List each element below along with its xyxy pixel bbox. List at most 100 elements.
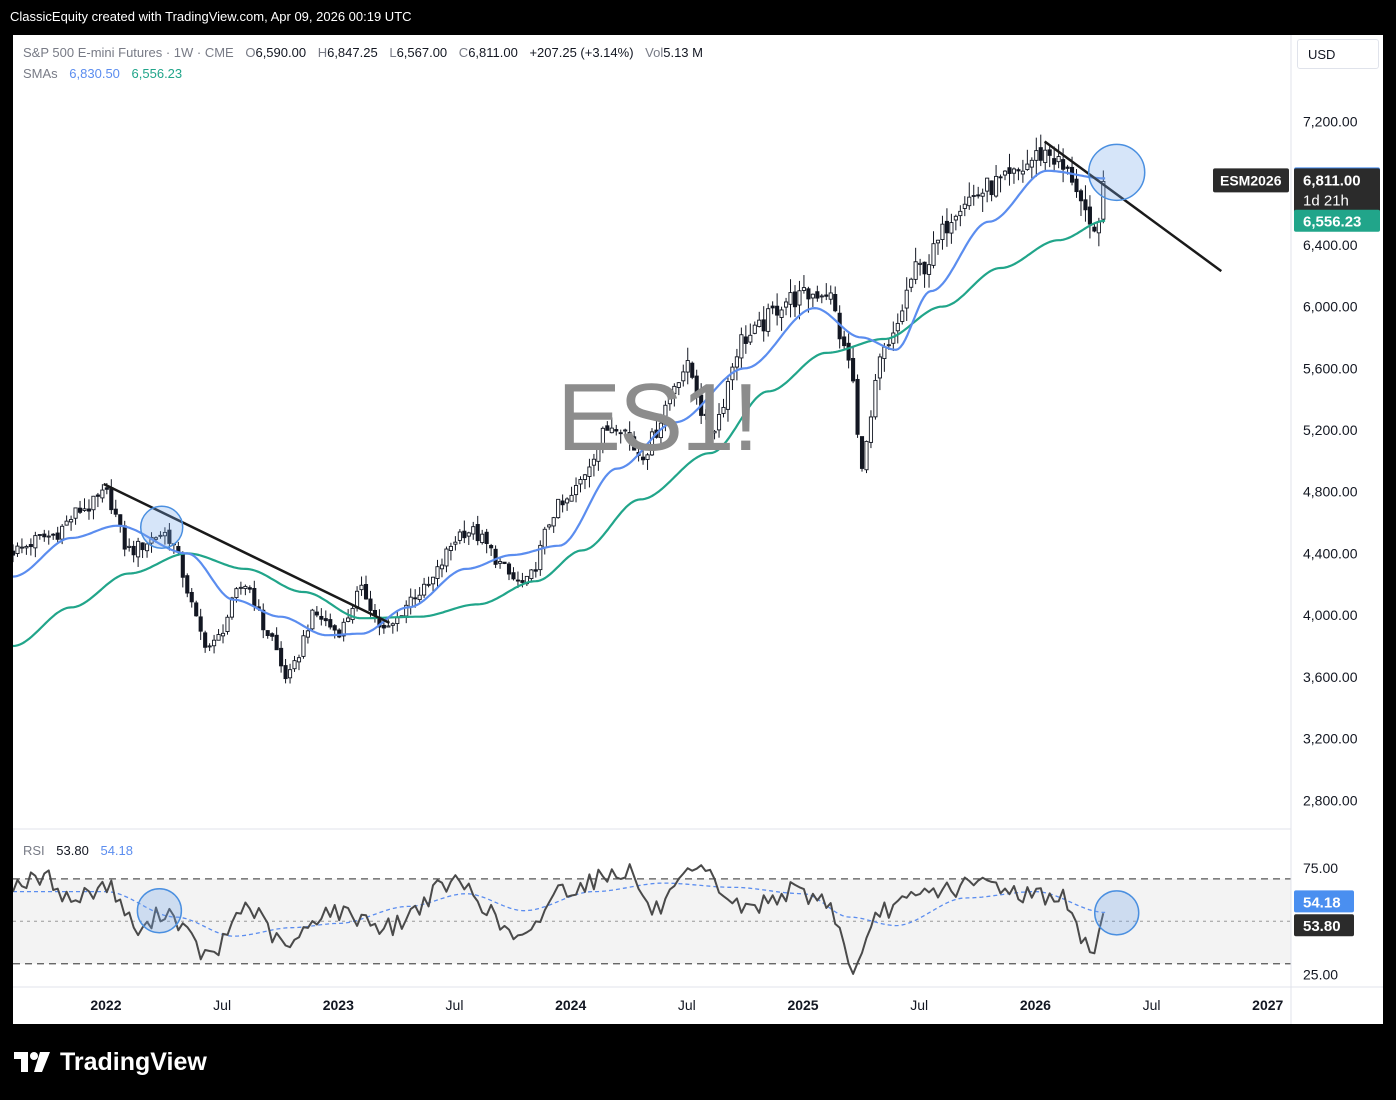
candle-body xyxy=(91,495,96,511)
high-label: H xyxy=(317,45,328,60)
rsi-label: RSI xyxy=(23,843,45,858)
candle-body xyxy=(158,534,163,537)
candle xyxy=(600,426,605,454)
candle xyxy=(185,573,190,598)
candle xyxy=(225,614,230,635)
sma-label: SMAs xyxy=(23,66,58,81)
candle-body xyxy=(1065,166,1070,169)
candle xyxy=(569,486,574,502)
candle xyxy=(113,499,118,518)
candle xyxy=(962,196,967,217)
candle xyxy=(439,558,445,578)
candle-body xyxy=(1038,147,1043,161)
rsi-ma-line xyxy=(13,882,1106,937)
chart-canvas[interactable]: 7,200.006,800.006,400.006,000.005,600.00… xyxy=(13,35,1383,1024)
candle-body xyxy=(1083,199,1088,211)
candle xyxy=(846,333,851,369)
candle xyxy=(565,497,570,511)
candle-body xyxy=(1029,159,1034,168)
currency-button[interactable]: USD xyxy=(1297,39,1379,69)
candle-body xyxy=(363,584,369,600)
candle-body xyxy=(533,569,538,572)
candle xyxy=(466,531,471,545)
candle xyxy=(377,609,382,636)
candle xyxy=(940,215,945,250)
volume-value: 5.13 M xyxy=(663,45,703,60)
candle xyxy=(578,476,583,493)
candle xyxy=(319,608,324,626)
candle xyxy=(506,561,512,581)
candle-body xyxy=(346,617,351,622)
candle-body xyxy=(287,669,293,679)
sma-legend[interactable]: SMAs 6,830.50 6,556.23 xyxy=(23,66,182,81)
candle-body xyxy=(69,519,74,523)
candle xyxy=(685,347,690,385)
top-bar: ClassicEquity created with TradingView.c… xyxy=(0,0,1396,34)
candle-body xyxy=(448,545,453,551)
candle xyxy=(614,424,619,436)
candle xyxy=(1087,195,1092,239)
candle-body xyxy=(13,550,16,556)
candle-body xyxy=(33,535,38,549)
candle-body xyxy=(422,583,427,596)
candle xyxy=(109,479,114,514)
highlight-circle xyxy=(139,505,184,549)
candle xyxy=(547,523,552,530)
candle xyxy=(73,507,78,525)
candle-body xyxy=(462,530,467,539)
chart-panel[interactable]: 7,200.006,800.006,400.006,000.005,600.00… xyxy=(13,35,1383,1024)
candle xyxy=(310,608,315,632)
candle-body xyxy=(484,531,489,544)
candle xyxy=(926,254,932,288)
candle xyxy=(779,306,784,331)
time-tick-label: 2023 xyxy=(323,997,354,1013)
candle xyxy=(672,383,677,407)
candle xyxy=(238,581,243,595)
candle-body xyxy=(1096,221,1101,234)
sma-fast-value: 6,830.50 xyxy=(69,66,120,81)
symbol-name[interactable]: S&P 500 E-mini Futures · 1W · CME xyxy=(23,45,234,60)
candle-body xyxy=(1020,170,1025,175)
candle xyxy=(833,286,838,313)
candle xyxy=(873,373,878,420)
candle-body xyxy=(998,176,1003,179)
candle xyxy=(1002,170,1008,181)
price-tag-label: 6,556.23 xyxy=(1303,214,1361,231)
time-tick-label: 2022 xyxy=(90,997,121,1013)
rsi-legend[interactable]: RSI 53.80 54.18 xyxy=(23,843,133,858)
candle xyxy=(145,543,150,558)
candle-body xyxy=(453,541,458,545)
candle xyxy=(42,529,47,542)
candle xyxy=(118,514,123,533)
candle-body xyxy=(1078,190,1084,202)
candle xyxy=(591,453,596,477)
candle xyxy=(475,515,480,546)
candle-body xyxy=(234,588,239,599)
candle xyxy=(498,556,503,569)
candle xyxy=(404,600,409,624)
candle xyxy=(859,436,865,472)
candle xyxy=(417,587,422,603)
candle-body xyxy=(703,413,708,416)
candle xyxy=(556,498,561,519)
candle xyxy=(690,361,695,380)
candle xyxy=(788,279,793,318)
candle xyxy=(1025,149,1030,171)
candle-body xyxy=(261,609,266,631)
candle xyxy=(681,364,686,387)
candle-body xyxy=(359,584,364,591)
candle xyxy=(609,417,614,434)
candle-body xyxy=(1002,170,1008,176)
candle xyxy=(287,663,293,684)
candle-body xyxy=(855,378,860,435)
candle-body xyxy=(493,548,498,565)
price-tick-label: 6,400.00 xyxy=(1303,237,1358,253)
candle xyxy=(203,630,208,653)
candle-body xyxy=(868,416,874,443)
candle-body xyxy=(203,632,208,648)
candle xyxy=(913,247,918,285)
candle xyxy=(743,325,748,354)
candle-body xyxy=(310,609,315,630)
time-tick-label: Jul xyxy=(213,997,231,1013)
close-value: 6,811.00 xyxy=(468,45,518,60)
